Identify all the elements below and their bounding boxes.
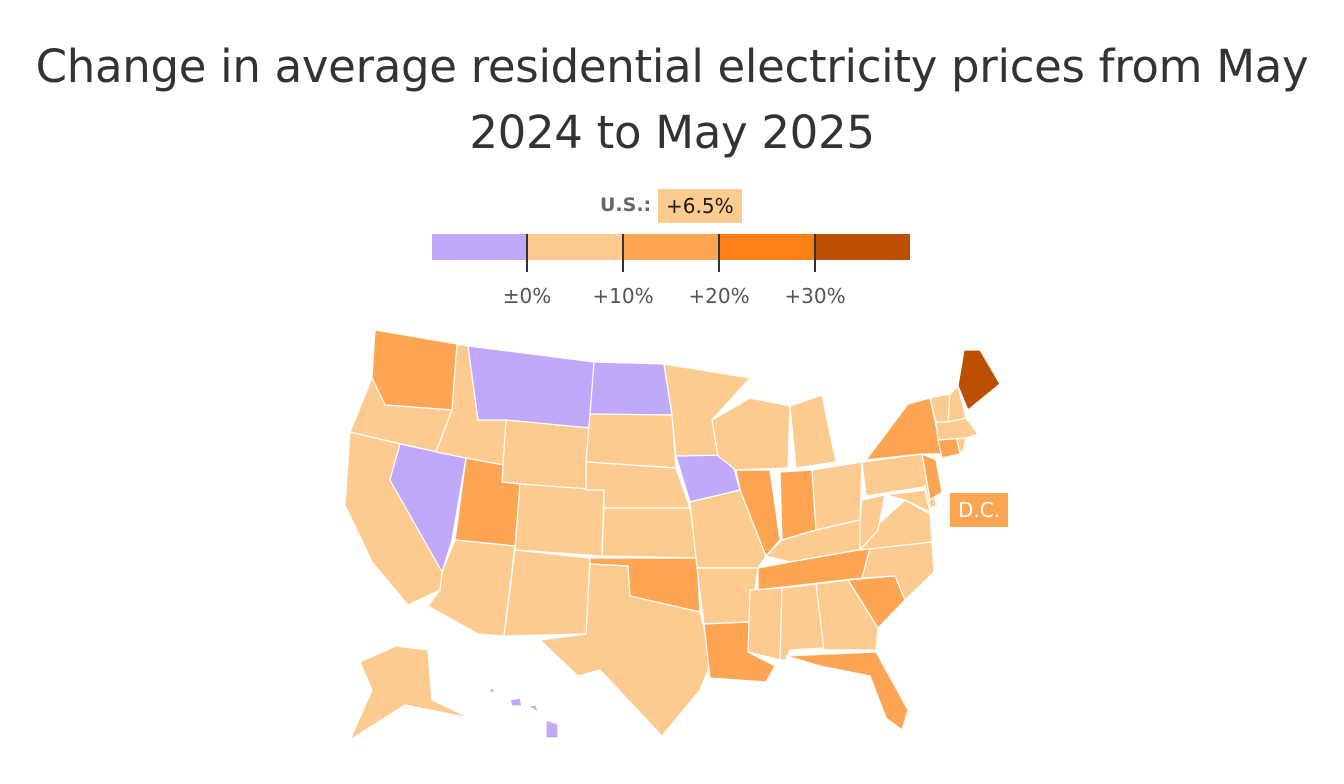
state-CO[interactable]	[514, 483, 605, 557]
state-NY[interactable]	[865, 397, 943, 461]
state-MS[interactable]	[747, 587, 783, 661]
legend-tick-label-30: +30%	[784, 284, 846, 308]
state-WA[interactable]	[371, 329, 458, 411]
state-NM[interactable]	[503, 549, 591, 637]
state-HI[interactable]	[487, 687, 559, 739]
state-ME[interactable]	[957, 349, 1001, 411]
us-state-map	[344, 329, 1001, 741]
state-PA[interactable]	[861, 453, 931, 497]
legend-tick	[622, 234, 624, 272]
legend-tick	[814, 234, 816, 272]
state-NH[interactable]	[947, 385, 967, 423]
dc-badge: D.C.	[950, 493, 1009, 527]
us-average-badge: +6.5%	[658, 189, 742, 223]
state-SD[interactable]	[585, 413, 677, 469]
state-AK[interactable]	[349, 645, 471, 741]
state-IL[interactable]	[735, 469, 781, 557]
state-IN[interactable]	[779, 469, 817, 541]
legend-bin-0-10	[527, 234, 623, 260]
legend-bin-negative	[432, 234, 527, 260]
state-MO[interactable]	[689, 489, 767, 569]
legend-tick-label-20: +20%	[688, 284, 750, 308]
state-NJ[interactable]	[921, 453, 943, 501]
state-MT[interactable]	[467, 345, 595, 429]
state-TX[interactable]	[539, 563, 713, 737]
state-WI[interactable]	[711, 397, 791, 471]
chart-title: Change in average residential electricit…	[35, 40, 1309, 159]
state-GA[interactable]	[815, 579, 879, 651]
legend-bin-20-30	[719, 234, 815, 260]
us-average-label: U.S.:	[600, 194, 652, 216]
legend-tick	[526, 234, 528, 272]
state-WV[interactable]	[859, 494, 886, 551]
state-FL[interactable]	[785, 651, 909, 731]
legend-tick-label-0: ±0%	[502, 284, 552, 308]
legend-bin-10-20	[623, 234, 719, 260]
state-OH[interactable]	[811, 461, 863, 531]
state-ND[interactable]	[589, 361, 673, 416]
legend-bin-over-30	[815, 234, 910, 260]
color-legend	[432, 234, 910, 272]
state-MD[interactable]	[884, 489, 931, 513]
state-KS[interactable]	[601, 507, 698, 559]
legend-tick-label-10: +10%	[592, 284, 654, 308]
state-WY[interactable]	[501, 419, 591, 491]
legend-tick	[718, 234, 720, 272]
state-MI[interactable]	[789, 394, 837, 469]
